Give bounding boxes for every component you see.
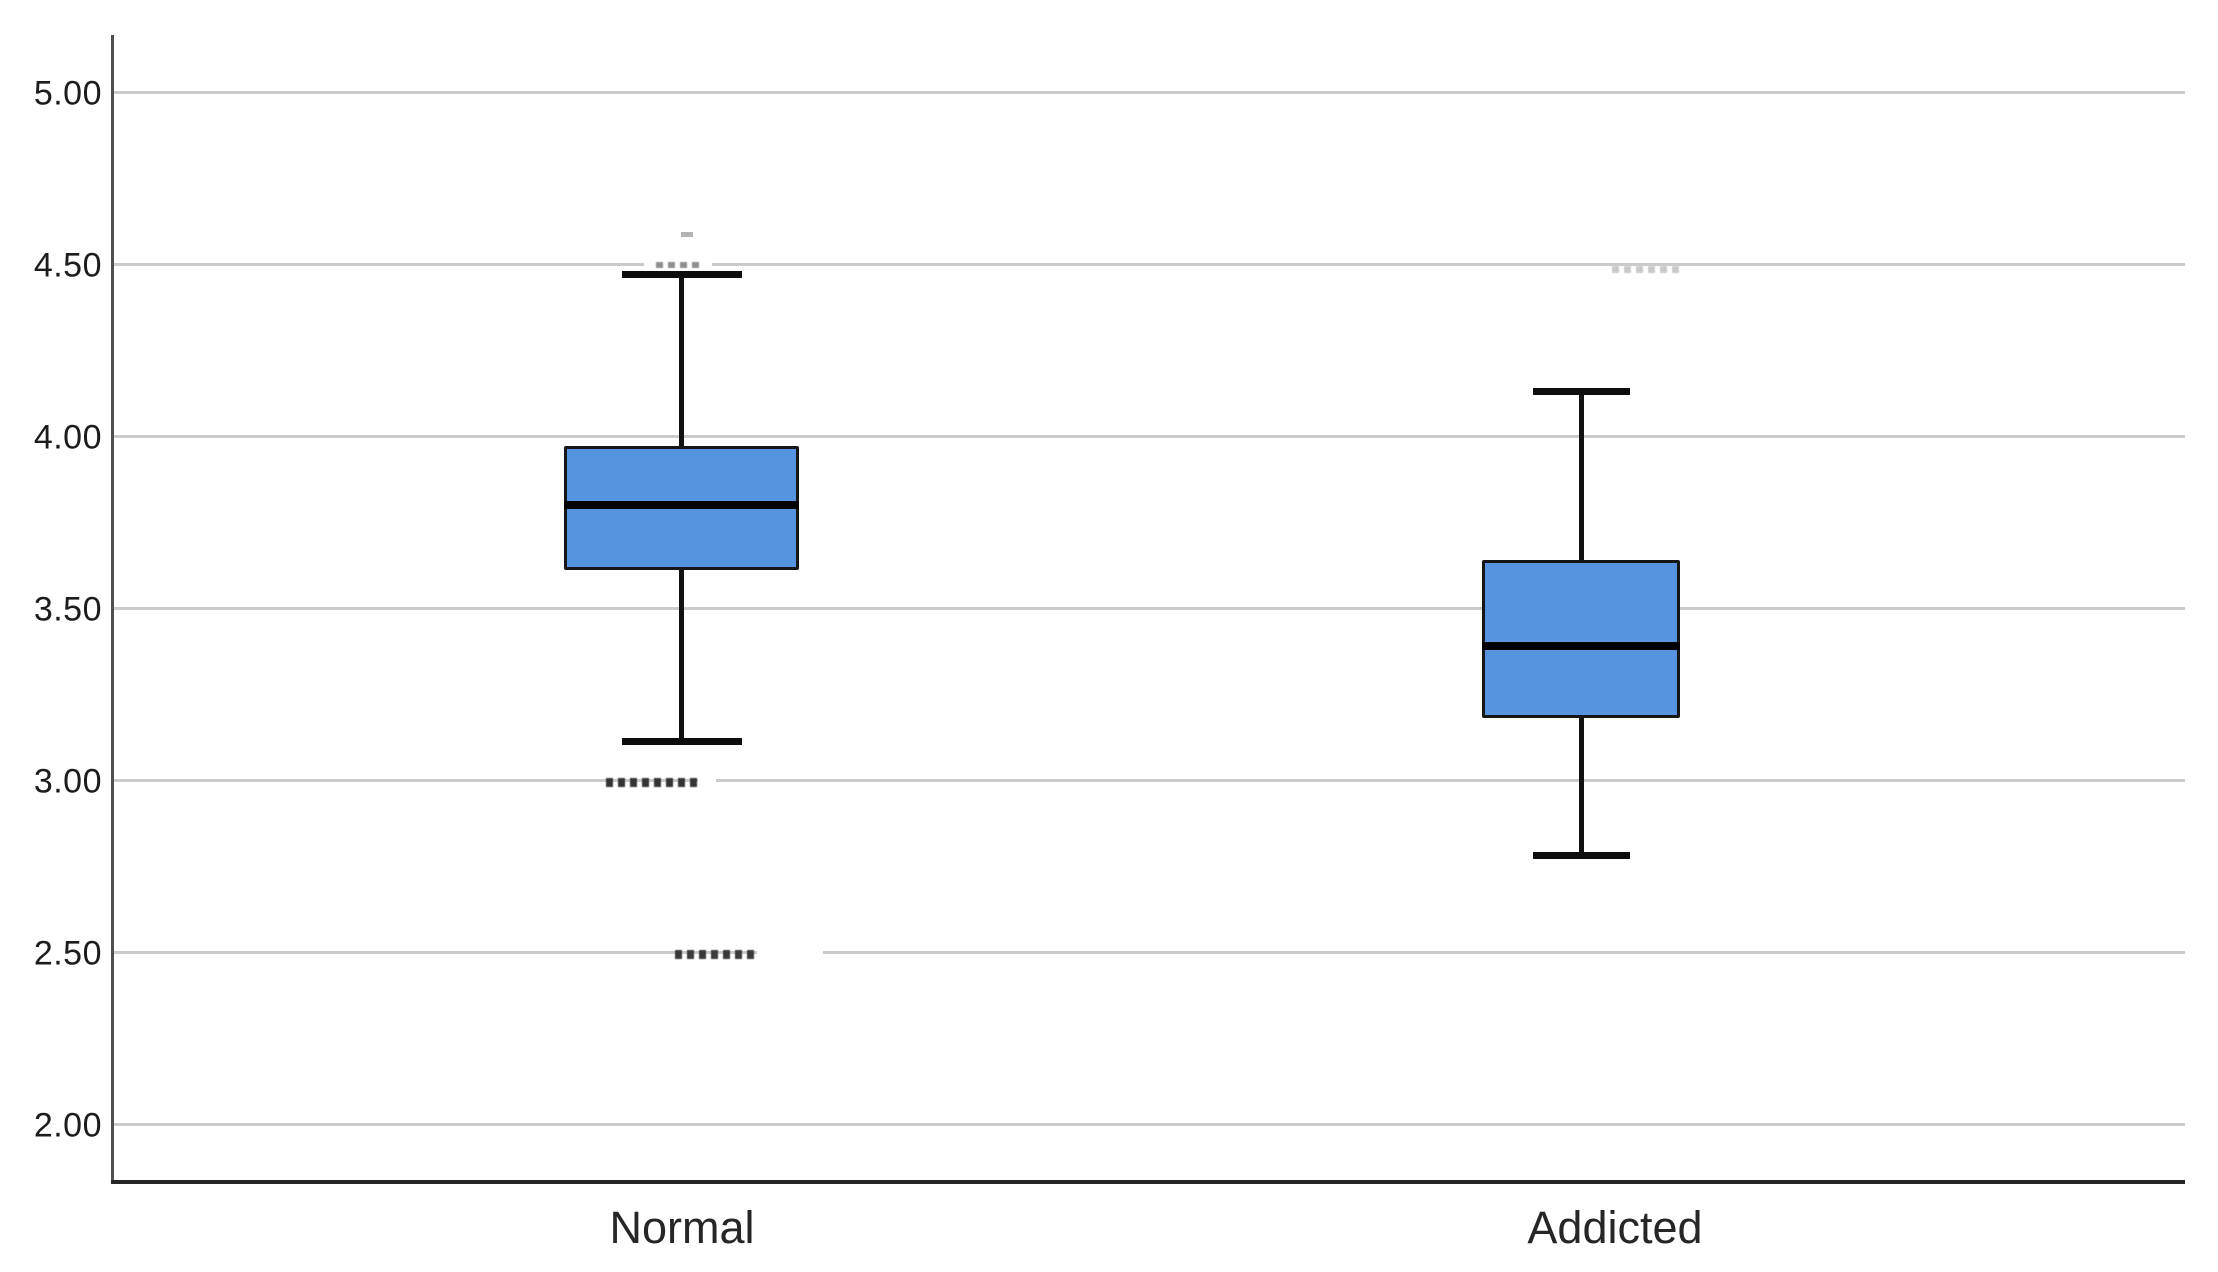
category-label-addicted: Addicted: [1527, 1202, 1703, 1253]
y-axis-line: [111, 35, 114, 1184]
gridline-y-5.00: [113, 90, 2185, 94]
gridline-y-4.00: [113, 434, 2185, 438]
y-tick-label: 2.00: [33, 1106, 102, 1145]
y-tick-label: 4.00: [33, 418, 102, 457]
artifact-faint-smudge: [1612, 266, 1681, 274]
x-axis-line: [111, 1180, 2185, 1184]
gridline-y-3.50: [113, 606, 2185, 610]
artifact-faint-dot: [680, 232, 693, 238]
median-line-addicted: [1482, 641, 1680, 650]
y-tick-label: 4.50: [33, 246, 102, 285]
gridline-y-2.00: [113, 1122, 2185, 1126]
gridline-y-2.50: [113, 950, 2185, 954]
whisker-cap-top-normal: [621, 271, 742, 279]
whisker-cap-top-addicted: [1532, 388, 1630, 396]
box-addicted: [1482, 559, 1680, 719]
y-tick-label: 5.00: [33, 74, 102, 113]
whisker-cap-bottom-normal: [621, 738, 742, 746]
gridline-y-3.00: [113, 778, 2185, 782]
y-tick-label: 2.50: [33, 934, 102, 973]
gridline-y-4.50: [113, 262, 2185, 266]
y-tick-label: 3.50: [33, 590, 102, 629]
category-label-normal: Normal: [609, 1202, 755, 1253]
median-line-normal: [564, 500, 800, 509]
whisker-cap-bottom-addicted: [1532, 851, 1630, 859]
y-tick-label: 3.00: [33, 762, 102, 801]
